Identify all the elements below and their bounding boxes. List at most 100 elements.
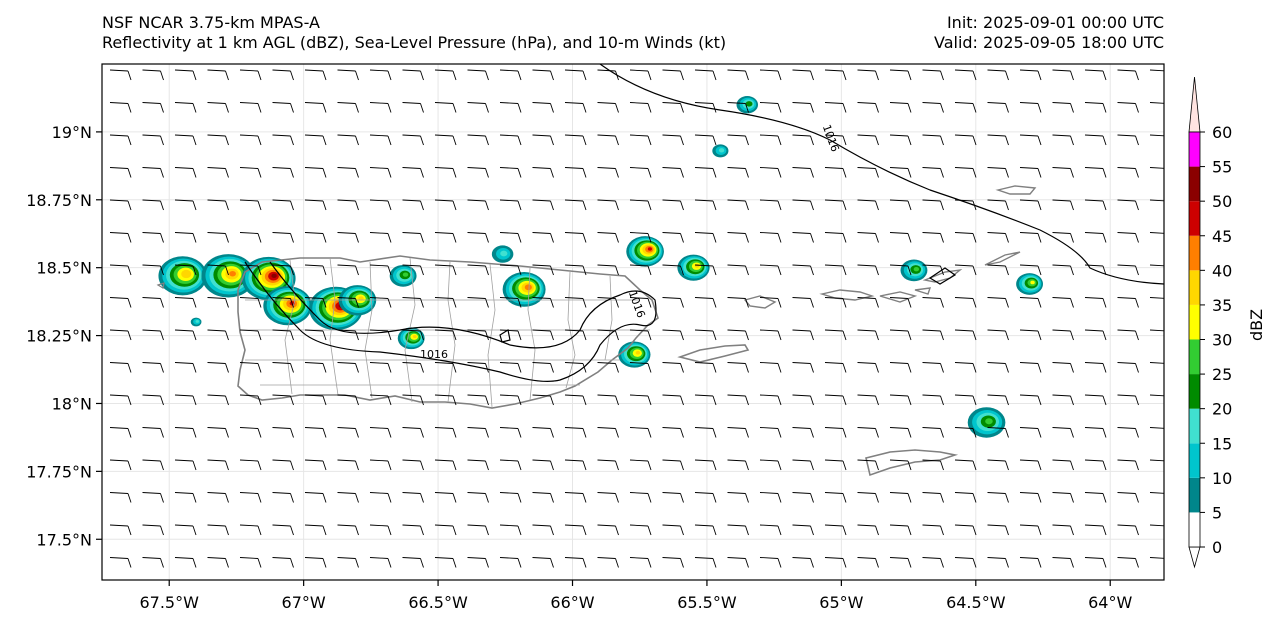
wind-barb-278 — [564, 329, 587, 341]
wind-barb-417 — [792, 459, 814, 471]
reflectivity-layer — [158, 96, 1044, 438]
wind-barb-29 — [1052, 69, 1074, 81]
wind-barb-247 — [629, 297, 652, 308]
wind-barb-95 — [1052, 134, 1074, 146]
wind-barb-240 — [402, 297, 424, 308]
wind-barb-68 — [174, 134, 197, 146]
wind-barb-157 — [922, 199, 944, 211]
wind-barb-451 — [824, 492, 847, 503]
wind-barb-219 — [792, 264, 814, 276]
wind-barb-448 — [727, 492, 749, 503]
reflectivity-contour-18-15 — [195, 319, 200, 323]
wind-barb-363 — [109, 427, 132, 438]
reflectivity-cell-8 — [502, 272, 546, 307]
wind-barb-10 — [434, 69, 457, 81]
wind-barb-286 — [824, 329, 847, 341]
wind-barb-13 — [532, 69, 554, 81]
reflectivity-contour-9-45 — [647, 247, 652, 251]
wind-barb-23 — [857, 69, 879, 81]
wind-barb-57 — [889, 102, 912, 113]
wind-barb-482 — [759, 524, 782, 536]
wind-barb-474 — [499, 524, 522, 536]
colorbar-segment-5 — [1189, 477, 1200, 513]
wind-barb-268 — [239, 329, 262, 341]
wind-barb-214 — [629, 264, 652, 276]
wind-barb-158 — [954, 199, 977, 211]
wind-barb-225 — [987, 264, 1009, 276]
wind-barb-333 — [207, 394, 229, 406]
wind-barb-110 — [467, 167, 489, 178]
wind-barb-56 — [857, 102, 879, 113]
anegada-coastline — [995, 185, 1037, 195]
wind-barb-270 — [304, 329, 327, 341]
wind-barb-45 — [499, 102, 522, 113]
plot-frame — [101, 63, 1165, 581]
wind-barb-347 — [662, 394, 684, 406]
wind-barb-112 — [532, 167, 554, 178]
wind-barb-99 — [109, 167, 132, 178]
wind-barb-444 — [597, 492, 619, 503]
wind-barb-407 — [467, 459, 489, 471]
wind-barb-103 — [239, 167, 262, 178]
wind-barb-527 — [1149, 557, 1164, 559]
wind-barb-127 — [1019, 167, 1042, 178]
wind-barb-507 — [499, 557, 522, 568]
wind-barb-35 — [174, 102, 197, 113]
wind-barb-133 — [142, 199, 164, 211]
wind-barb-523 — [1019, 557, 1042, 568]
wind-barb-364 — [142, 427, 164, 438]
wind-barb-201 — [207, 264, 229, 276]
wind-barb-252 — [792, 297, 814, 308]
wind-barb-297 — [109, 362, 132, 373]
wind-barb-207 — [402, 264, 424, 276]
wind-barb-479 — [662, 524, 684, 536]
wind-barb-349 — [727, 394, 749, 406]
wind-barb-134 — [174, 199, 197, 211]
wind-barb-238 — [337, 297, 359, 308]
wind-barb-141 — [402, 199, 424, 211]
wind-barb-87 — [792, 134, 814, 146]
wind-barb-150 — [694, 199, 717, 211]
wind-barb-373 — [434, 427, 457, 438]
wind-barb-115 — [629, 167, 652, 178]
wind-barb-331 — [142, 394, 164, 406]
wind-barb-59 — [954, 102, 977, 113]
wind-barb-304 — [337, 362, 359, 373]
reflectivity-contour-16-30 — [1030, 280, 1035, 285]
wind-barb-470 — [369, 524, 392, 536]
wind-barb-525 — [1084, 557, 1107, 568]
wind-barb-362 — [1149, 394, 1164, 397]
wind-barb-232 — [142, 297, 164, 308]
wind-barb-320 — [857, 362, 879, 373]
wind-barb-109 — [434, 167, 457, 178]
wind-barb-495 — [109, 557, 132, 568]
wind-barb-518 — [857, 557, 879, 568]
wind-barb-185 — [759, 232, 782, 243]
wind-barb-420 — [889, 459, 912, 471]
wind-barb-117 — [694, 167, 717, 178]
wind-barb-390 — [987, 427, 1009, 438]
wind-barb-372 — [402, 427, 424, 438]
wind-barb-289 — [922, 329, 944, 341]
wind-barb-484 — [824, 524, 847, 536]
wind-barb-128 — [1052, 167, 1074, 178]
reflectivity-contour-12-15 — [500, 250, 508, 257]
wind-barb-332 — [174, 394, 197, 406]
wind-barb-226 — [1019, 264, 1042, 276]
contour-label-1016-c: 1016 — [820, 123, 842, 154]
wind-barb-429 — [109, 492, 132, 503]
wind-barb-135 — [207, 199, 229, 211]
wind-barb-287 — [857, 329, 879, 341]
wind-barb-7 — [337, 69, 359, 81]
longitude-axis: 67.5°W 67°W 66.5°W 66°W 65.5°W 65°W 64.5°W 64°W — [139, 580, 1132, 612]
wind-barb-376 — [532, 427, 554, 438]
pressure-contours: 1016 1016 1016 — [244, 64, 1164, 382]
reflectivity-cell-14 — [712, 144, 729, 158]
colorbar-tick-label-2: 10 — [1212, 469, 1232, 488]
wind-barb-380 — [662, 427, 684, 438]
wind-barb-170 — [272, 232, 294, 243]
wind-barb-305 — [369, 362, 392, 373]
wind-barb-301 — [239, 362, 262, 373]
wind-barb-356 — [954, 394, 977, 406]
